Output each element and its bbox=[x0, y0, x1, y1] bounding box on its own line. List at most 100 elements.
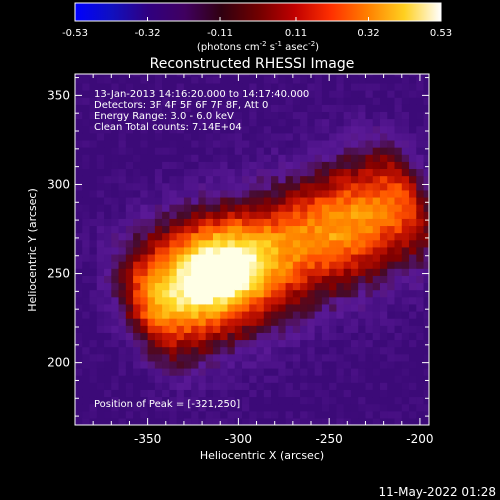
image-pixel bbox=[249, 161, 258, 170]
image-pixel bbox=[350, 339, 359, 348]
image-pixel bbox=[118, 268, 127, 276]
image-pixel bbox=[300, 332, 308, 341]
image-pixel bbox=[191, 104, 200, 113]
image-pixel bbox=[379, 375, 388, 383]
image-pixel bbox=[169, 289, 178, 298]
image-pixel bbox=[111, 218, 120, 227]
image-pixel bbox=[205, 147, 214, 155]
image-pixel bbox=[191, 90, 200, 98]
image-pixel bbox=[263, 296, 272, 305]
image-pixel bbox=[96, 417, 105, 425]
image-pixel bbox=[358, 253, 367, 262]
image-pixel bbox=[329, 318, 338, 326]
image-pixel bbox=[329, 367, 338, 376]
image-pixel bbox=[212, 339, 221, 348]
image-pixel bbox=[358, 97, 367, 105]
image-pixel bbox=[314, 382, 323, 390]
image-pixel bbox=[285, 268, 294, 276]
image-pixel bbox=[409, 275, 417, 284]
image-pixel bbox=[394, 218, 403, 227]
image-pixel bbox=[104, 204, 112, 212]
image-pixel bbox=[350, 325, 359, 333]
image-pixel bbox=[423, 396, 429, 405]
image-pixel bbox=[242, 97, 250, 105]
y-tick-label: 300 bbox=[47, 177, 70, 191]
image-pixel bbox=[183, 246, 192, 255]
image-pixel bbox=[242, 132, 250, 141]
image-pixel bbox=[169, 175, 178, 184]
image-pixel bbox=[227, 232, 236, 241]
image-pixel bbox=[111, 168, 120, 177]
image-pixel bbox=[256, 261, 265, 269]
image-pixel bbox=[365, 118, 374, 127]
image-pixel bbox=[285, 75, 294, 84]
image-pixel bbox=[336, 168, 345, 177]
image-pixel bbox=[169, 410, 178, 419]
image-pixel bbox=[292, 218, 301, 227]
image-pixel bbox=[307, 339, 316, 348]
image-pixel bbox=[169, 90, 178, 98]
image-pixel bbox=[82, 211, 91, 219]
image-pixel bbox=[111, 139, 120, 148]
image-pixel bbox=[336, 339, 345, 348]
image-pixel bbox=[256, 139, 265, 148]
image-pixel bbox=[111, 310, 120, 319]
image-pixel bbox=[183, 289, 192, 298]
image-pixel bbox=[379, 410, 388, 419]
image-pixel bbox=[205, 403, 214, 412]
image-pixel bbox=[401, 175, 410, 184]
image-pixel bbox=[343, 375, 352, 383]
image-pixel bbox=[365, 289, 374, 298]
image-pixel bbox=[205, 154, 214, 162]
image-pixel bbox=[394, 161, 403, 170]
image-pixel bbox=[256, 403, 265, 412]
image-pixel bbox=[365, 111, 374, 120]
image-pixel bbox=[249, 239, 258, 248]
image-pixel bbox=[89, 218, 98, 227]
image-pixel bbox=[75, 218, 83, 227]
image-pixel bbox=[242, 125, 250, 134]
image-pixel bbox=[198, 246, 207, 255]
image-pixel bbox=[198, 182, 207, 191]
image-pixel bbox=[314, 239, 323, 248]
image-pixel bbox=[350, 204, 359, 212]
image-pixel bbox=[154, 396, 163, 405]
image-pixel bbox=[133, 154, 141, 162]
image-pixel bbox=[329, 175, 338, 184]
image-pixel bbox=[256, 310, 265, 319]
image-pixel bbox=[234, 132, 243, 141]
image-pixel bbox=[314, 417, 323, 425]
image-pixel bbox=[154, 132, 163, 141]
image-pixel bbox=[321, 118, 330, 127]
image-pixel bbox=[321, 189, 330, 198]
image-pixel bbox=[242, 189, 250, 198]
image-pixel bbox=[82, 225, 91, 234]
image-pixel bbox=[205, 289, 214, 298]
image-pixel bbox=[176, 175, 185, 184]
image-pixel bbox=[263, 396, 272, 405]
image-pixel bbox=[300, 410, 308, 419]
image-pixel bbox=[191, 239, 200, 248]
image-pixel bbox=[285, 182, 294, 191]
image-pixel bbox=[372, 246, 381, 255]
image-pixel bbox=[394, 168, 403, 177]
image-pixel bbox=[249, 104, 258, 113]
image-pixel bbox=[401, 417, 410, 425]
image-pixel bbox=[423, 310, 429, 319]
image-pixel bbox=[423, 125, 429, 134]
image-pixel bbox=[82, 104, 91, 113]
image-pixel bbox=[358, 382, 367, 390]
image-pixel bbox=[176, 289, 185, 298]
image-pixel bbox=[183, 367, 192, 376]
image-pixel bbox=[82, 175, 91, 184]
image-pixel bbox=[125, 211, 134, 219]
image-pixel bbox=[125, 175, 134, 184]
image-pixel bbox=[365, 218, 374, 227]
image-pixel bbox=[154, 211, 163, 219]
image-pixel bbox=[372, 360, 381, 369]
image-pixel bbox=[198, 353, 207, 362]
image-pixel bbox=[409, 389, 417, 398]
image-pixel bbox=[401, 325, 410, 333]
image-pixel bbox=[256, 225, 265, 234]
image-pixel bbox=[314, 154, 323, 162]
